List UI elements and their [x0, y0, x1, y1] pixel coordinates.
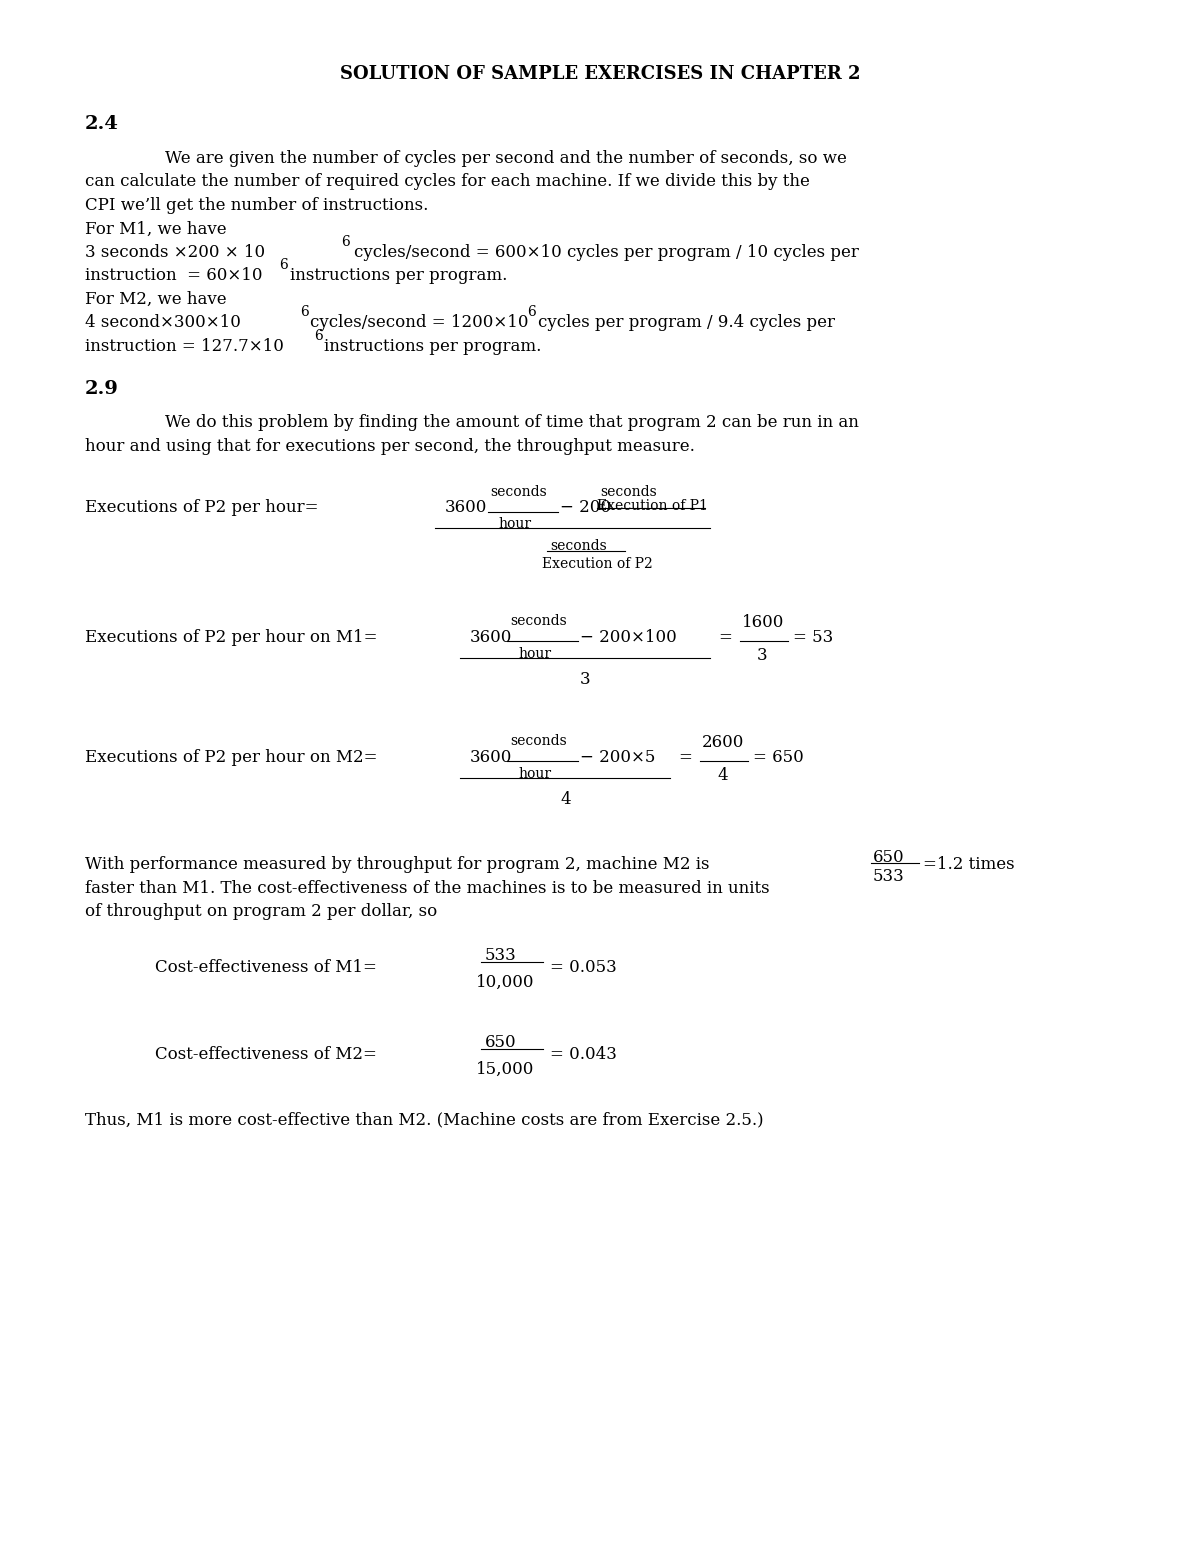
Text: cycles/second = 600×10 cycles per program / 10 cycles per: cycles/second = 600×10 cycles per progra… [354, 244, 859, 261]
Text: hour and using that for executions per second, the throughput measure.: hour and using that for executions per s… [85, 438, 695, 455]
Text: 10,000: 10,000 [476, 974, 534, 991]
Text: = 0.053: = 0.053 [550, 960, 617, 975]
Text: 2.9: 2.9 [85, 379, 119, 398]
Text: =: = [718, 629, 732, 646]
Text: =: = [678, 750, 692, 767]
Text: 3: 3 [580, 671, 590, 688]
Text: 2.4: 2.4 [85, 115, 119, 134]
Text: 6: 6 [342, 235, 350, 248]
Text: 4: 4 [718, 767, 727, 784]
Text: seconds: seconds [510, 735, 566, 749]
Text: 1600: 1600 [742, 615, 785, 632]
Text: For M1, we have: For M1, we have [85, 221, 227, 238]
Text: = 650: = 650 [754, 750, 804, 767]
Text: seconds: seconds [510, 615, 566, 629]
Text: − 200×100: − 200×100 [580, 629, 677, 646]
Text: instructions per program.: instructions per program. [324, 339, 541, 356]
Text: 2600: 2600 [702, 735, 744, 752]
Text: 4: 4 [560, 792, 571, 809]
Text: Execution of P1: Execution of P1 [598, 500, 708, 514]
Text: seconds: seconds [600, 485, 656, 499]
Text: 3600: 3600 [470, 629, 512, 646]
Text: can calculate the number of required cycles for each machine. If we divide this : can calculate the number of required cyc… [85, 174, 810, 191]
Text: hour: hour [518, 767, 551, 781]
Text: Executions of P2 per hour on M2=: Executions of P2 per hour on M2= [85, 750, 378, 767]
Text: =1.2 times: =1.2 times [923, 857, 1015, 873]
Text: For M2, we have: For M2, we have [85, 290, 227, 307]
Text: 3 seconds ×200 × 10: 3 seconds ×200 × 10 [85, 244, 265, 261]
Text: We do this problem by finding the amount of time that program 2 can be run in an: We do this problem by finding the amount… [166, 415, 859, 432]
Text: 650: 650 [485, 1034, 517, 1051]
Text: Cost-effectiveness of M2=: Cost-effectiveness of M2= [155, 1047, 377, 1062]
Text: 533: 533 [485, 947, 517, 964]
Text: Executions of P2 per hour on M1=: Executions of P2 per hour on M1= [85, 629, 378, 646]
Text: 3600: 3600 [445, 500, 487, 517]
Text: = 0.043: = 0.043 [550, 1047, 617, 1062]
Text: 15,000: 15,000 [476, 1061, 534, 1078]
Text: 6: 6 [528, 306, 536, 320]
Text: We are given the number of cycles per second and the number of seconds, so we: We are given the number of cycles per se… [166, 151, 847, 168]
Text: instruction = 127.7×10: instruction = 127.7×10 [85, 339, 284, 356]
Text: 6: 6 [280, 258, 288, 272]
Text: 650: 650 [874, 849, 905, 867]
Text: cycles/second = 1200×10: cycles/second = 1200×10 [310, 315, 528, 331]
Text: Executions of P2 per hour=: Executions of P2 per hour= [85, 500, 318, 517]
Text: Cost-effectiveness of M1=: Cost-effectiveness of M1= [155, 960, 377, 975]
Text: 6: 6 [300, 306, 308, 320]
Text: 6: 6 [314, 329, 323, 343]
Text: = 53: = 53 [793, 629, 833, 646]
Text: seconds: seconds [490, 485, 547, 499]
Text: SOLUTION OF SAMPLE EXERCISES IN CHAPTER 2: SOLUTION OF SAMPLE EXERCISES IN CHAPTER … [340, 65, 860, 82]
Text: faster than M1. The cost-effectiveness of the machines is to be measured in unit: faster than M1. The cost-effectiveness o… [85, 881, 769, 898]
Text: − 200: − 200 [560, 500, 611, 517]
Text: of throughput on program 2 per dollar, so: of throughput on program 2 per dollar, s… [85, 904, 437, 921]
Text: Thus, M1 is more cost-effective than M2. (Machine costs are from Exercise 2.5.): Thus, M1 is more cost-effective than M2.… [85, 1110, 763, 1127]
Text: With performance measured by throughput for program 2, machine M2 is: With performance measured by throughput … [85, 857, 709, 873]
Text: 3600: 3600 [470, 750, 512, 767]
Text: Execution of P2: Execution of P2 [542, 558, 653, 572]
Text: 3: 3 [757, 648, 768, 665]
Text: − 200×5: − 200×5 [580, 750, 655, 767]
Text: seconds: seconds [550, 539, 607, 553]
Text: CPI we’ll get the number of instructions.: CPI we’ll get the number of instructions… [85, 197, 428, 214]
Text: 533: 533 [874, 868, 905, 885]
Text: cycles per program / 9.4 cycles per: cycles per program / 9.4 cycles per [538, 315, 834, 331]
Text: hour: hour [518, 648, 551, 662]
Text: instructions per program.: instructions per program. [290, 267, 508, 284]
Text: 4 second×300×10: 4 second×300×10 [85, 315, 241, 331]
Text: instruction  = 60×10: instruction = 60×10 [85, 267, 263, 284]
Text: hour: hour [498, 517, 532, 531]
